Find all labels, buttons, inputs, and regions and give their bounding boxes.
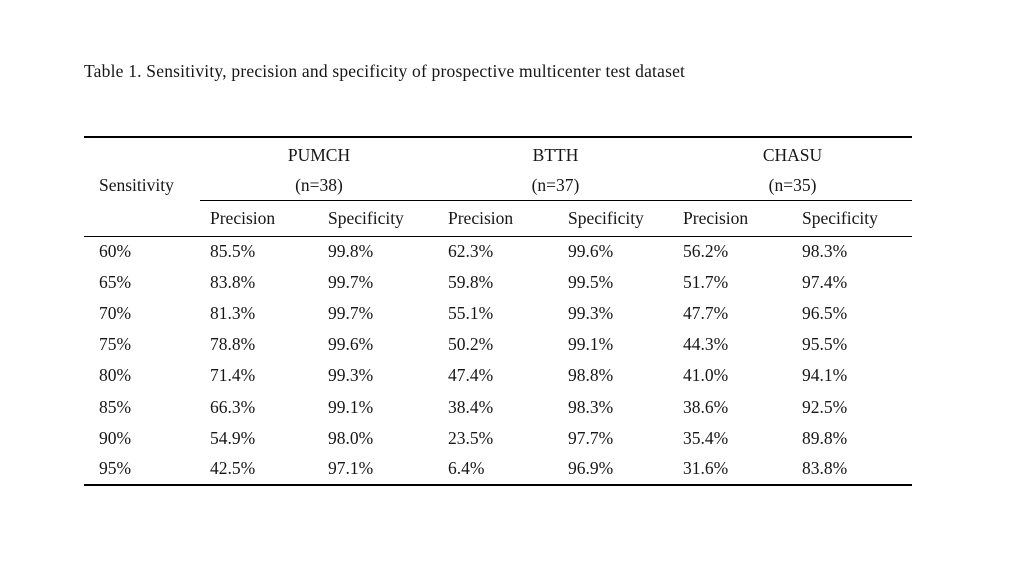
data-cell: 99.1% [568, 334, 614, 355]
data-cell: 38.6% [683, 396, 729, 417]
group-n-btth: (n=37) [438, 172, 674, 201]
table-caption: Table 1. Sensitivity, precision and spec… [84, 61, 686, 81]
table-row: 90% 54.9% 98.0% 23.5% 97.7% 35.4% 89.8% [84, 423, 912, 454]
subheader-specificity-pumch: Specificity [318, 200, 438, 237]
data-cell: 71.4% [210, 365, 256, 386]
row-label-cell: 85% [99, 396, 132, 417]
data-cell: 97.4% [802, 272, 848, 293]
data-cell: 99.6% [328, 334, 374, 355]
table-row: 70% 81.3% 99.7% 55.1% 99.3% 47.7% 96.5% [84, 298, 912, 329]
group-header-pumch: PUMCH [287, 144, 351, 165]
data-cell: 99.8% [328, 241, 374, 262]
data-cell: 89.8% [802, 427, 848, 448]
data-cell: 92.5% [802, 396, 848, 417]
data-cell: 38.4% [448, 396, 494, 417]
data-cell: 98.8% [568, 365, 614, 386]
data-cell: 98.3% [568, 396, 614, 417]
group-n-chasu: (n=35) [673, 172, 913, 201]
data-cell: 99.3% [328, 365, 374, 386]
data-cell: 55.1% [448, 303, 494, 324]
data-cell: 99.3% [568, 303, 614, 324]
row-header-label: Sensitivity [99, 175, 174, 195]
data-cell: 59.8% [448, 272, 494, 293]
data-cell: 50.2% [448, 334, 494, 355]
row-label-cell: 90% [99, 427, 132, 448]
data-cell: 99.7% [328, 303, 374, 324]
group-header-btth: BTTH [532, 144, 579, 165]
data-cell: 97.1% [328, 458, 374, 479]
data-cell: 78.8% [210, 334, 256, 355]
data-cell: 44.3% [683, 334, 729, 355]
row-label-cell: 60% [99, 241, 132, 262]
group-header-chasu: CHASU [762, 144, 823, 165]
data-cell: 85.5% [210, 241, 256, 262]
row-label-cell: 95% [99, 458, 132, 479]
subheader-precision-chasu: Precision [673, 200, 793, 237]
data-cell: 96.5% [802, 303, 848, 324]
data-cell: 42.5% [210, 458, 256, 479]
data-cell: 31.6% [683, 458, 729, 479]
data-cell: 62.3% [448, 241, 494, 262]
data-cell: 35.4% [683, 427, 729, 448]
data-cell: 99.6% [568, 241, 614, 262]
data-cell: 98.3% [802, 241, 848, 262]
data-cell: 81.3% [210, 303, 256, 324]
data-cell: 97.7% [568, 427, 614, 448]
results-table: Sensitivity PUMCH BTTH CHASU (n=38) (n=3… [84, 136, 913, 486]
data-cell: 99.5% [568, 272, 614, 293]
table-row: 95% 42.5% 97.1% 6.4% 96.9% 31.6% 83.8% [84, 454, 912, 485]
data-cell: 56.2% [683, 241, 729, 262]
data-cell: 94.1% [802, 365, 848, 386]
group-n-row: (n=38) (n=37) (n=35) [84, 172, 913, 201]
data-cell: 54.9% [210, 427, 256, 448]
table-row: 65% 83.8% 99.7% 59.8% 99.5% 51.7% 97.4% [84, 267, 912, 298]
subheader-empty-cell [84, 200, 200, 237]
data-cell: 51.7% [683, 272, 729, 293]
data-cell: 66.3% [210, 396, 256, 417]
data-cell: 6.4% [448, 458, 485, 479]
data-cell: 96.9% [568, 458, 614, 479]
data-cell: 95.5% [802, 334, 848, 355]
data-cell: 23.5% [448, 427, 494, 448]
subheader-row: Precision Specificity Precision Specific… [84, 200, 913, 237]
subheader-precision-btth: Precision [438, 200, 558, 237]
group-name-row: Sensitivity PUMCH BTTH CHASU [84, 137, 912, 196]
subheader-specificity-chasu: Specificity [792, 200, 913, 237]
row-label-cell: 65% [99, 272, 132, 293]
group-n-pumch: (n=38) [200, 172, 438, 201]
data-cell: 83.8% [802, 458, 848, 479]
row-label-cell: 80% [99, 365, 132, 386]
data-cell: 98.0% [328, 427, 374, 448]
table-row: 80% 71.4% 99.3% 47.4% 98.8% 41.0% 94.1% [84, 360, 912, 391]
table-row: 85% 66.3% 99.1% 38.4% 98.3% 38.6% 92.5% [84, 391, 912, 422]
subheader-specificity-btth: Specificity [558, 200, 674, 237]
data-cell: 99.7% [328, 272, 374, 293]
data-cell: 47.7% [683, 303, 729, 324]
subheader-precision-pumch: Precision [200, 200, 318, 237]
table-row: 60% 85.5% 99.8% 62.3% 99.6% 56.2% 98.3% [84, 236, 912, 267]
data-cell: 99.1% [328, 396, 374, 417]
data-cell: 41.0% [683, 365, 729, 386]
data-cell: 47.4% [448, 365, 494, 386]
row-label-cell: 70% [99, 303, 132, 324]
table-row: 75% 78.8% 99.6% 50.2% 99.1% 44.3% 95.5% [84, 329, 912, 360]
data-cell: 83.8% [210, 272, 256, 293]
row-label-cell: 75% [99, 334, 132, 355]
